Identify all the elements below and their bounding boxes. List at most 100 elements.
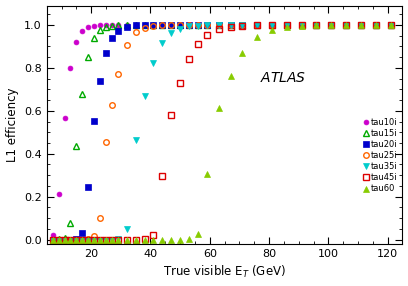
tau35i [50,238,55,241]
tau15i [56,238,61,241]
tau60 [80,238,85,241]
tau45i [80,238,85,241]
tau10i [151,23,156,27]
tau25i [62,238,67,241]
tau45i [151,233,156,236]
tau20i [115,29,120,33]
tau15i [104,25,109,28]
tau20i [62,238,67,241]
tau10i [104,23,109,27]
tau60 [216,107,221,110]
tau25i [160,23,165,27]
tau10i [255,23,259,27]
tau20i [270,23,275,27]
tau35i [115,237,120,241]
tau25i [373,23,378,27]
tau20i [329,23,334,27]
tau60 [255,35,259,39]
tau45i [74,238,79,241]
tau10i [344,23,348,27]
tau35i [142,94,147,98]
tau25i [359,23,364,27]
tau60 [177,238,182,241]
tau35i [177,27,182,30]
tau45i [314,23,319,27]
tau35i [169,31,174,35]
tau20i [151,23,156,27]
tau45i [86,238,91,241]
tau45i [56,238,61,241]
tau60 [314,23,319,27]
tau20i [74,237,79,241]
tau45i [68,238,73,241]
tau10i [299,23,304,27]
tau20i [98,79,102,82]
tau35i [186,25,191,28]
tau25i [216,23,221,27]
Line: tau25i: tau25i [50,22,393,243]
tau15i [169,23,174,27]
tau10i [109,23,114,27]
tau45i [104,238,109,241]
tau60 [186,237,191,241]
tau15i [186,23,191,27]
tau45i [133,238,138,241]
tau25i [388,23,393,27]
tau20i [68,238,73,241]
tau20i [80,231,85,234]
tau60 [92,238,97,241]
tau10i [124,23,129,27]
tau25i [86,237,91,241]
tau10i [388,23,393,27]
tau10i [86,25,91,29]
tau25i [228,23,233,27]
tau15i [216,23,221,27]
tau20i [388,23,393,27]
Line: tau60: tau60 [49,22,394,243]
tau15i [109,24,114,27]
tau25i [124,43,129,47]
tau20i [255,23,259,27]
tau10i [240,23,245,27]
tau20i [56,238,61,241]
tau35i [299,23,304,27]
tau35i [255,23,259,27]
tau25i [195,23,200,27]
tau60 [133,238,138,241]
tau10i [98,23,102,27]
tau45i [373,23,378,27]
tau20i [216,23,221,27]
tau35i [109,238,114,241]
tau15i [195,23,200,27]
tau25i [68,238,73,241]
tau10i [373,23,378,27]
tau35i [216,23,221,27]
tau35i [98,238,102,241]
tau60 [142,238,147,241]
tau10i [169,23,174,27]
tau20i [86,185,91,189]
tau35i [314,23,319,27]
tau45i [329,23,334,27]
tau15i [68,221,73,225]
tau15i [62,236,67,240]
tau15i [50,238,55,241]
tau20i [299,23,304,27]
tau10i [177,23,182,27]
tau45i [50,238,55,241]
tau25i [115,72,120,75]
tau20i [314,23,319,27]
tau60 [124,238,129,241]
tau60 [169,238,174,241]
tau10i [68,67,73,70]
tau15i [255,23,259,27]
tau60 [151,238,156,241]
tau10i [284,23,289,27]
tau60 [62,238,67,241]
tau10i [204,23,209,27]
tau15i [177,23,182,27]
tau45i [142,238,147,241]
tau45i [255,23,259,27]
tau25i [186,23,191,27]
tau20i [373,23,378,27]
